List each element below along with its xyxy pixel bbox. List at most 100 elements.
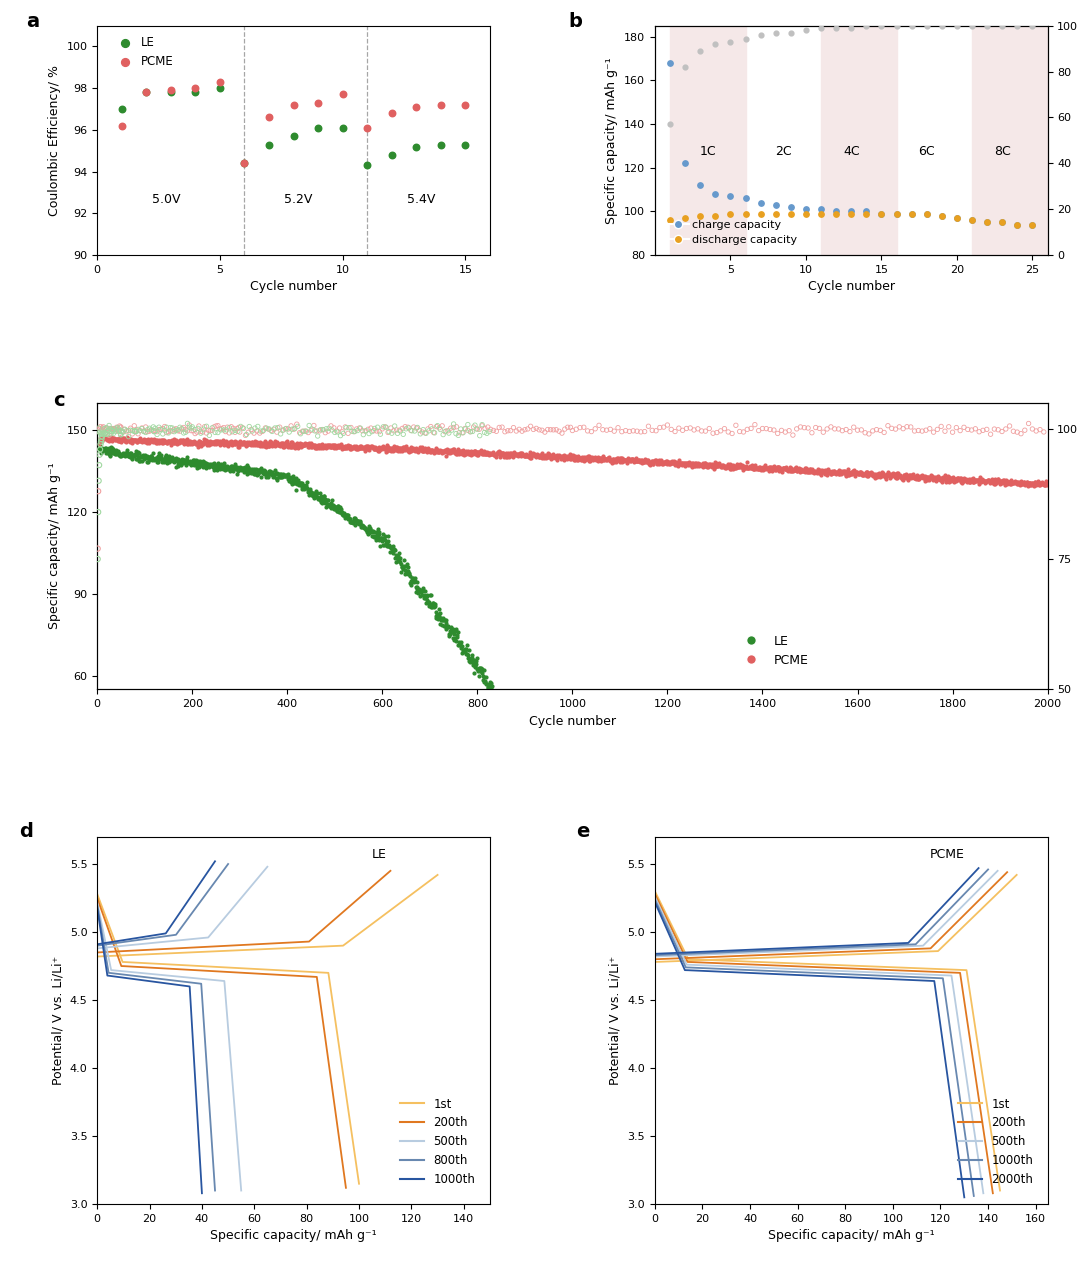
- Point: [869, 466, 887, 487]
- Point: [403, 441, 420, 461]
- Point: [122, 447, 139, 468]
- Point: [104, 420, 121, 441]
- Point: [490, 418, 508, 438]
- Point: [160, 423, 177, 443]
- Point: [940, 416, 957, 437]
- Point: [312, 492, 329, 512]
- Point: [465, 441, 483, 461]
- Point: [198, 416, 215, 437]
- Point: [522, 447, 539, 468]
- LE: [113, 99, 131, 119]
- Point: [293, 436, 310, 456]
- Point: [445, 438, 462, 459]
- Point: [771, 457, 788, 478]
- Point: [855, 464, 873, 484]
- Point: [103, 427, 120, 447]
- Point: [712, 455, 729, 475]
- Point: [116, 445, 133, 465]
- Point: [130, 430, 147, 451]
- Point: [215, 456, 232, 477]
- Point: [187, 434, 204, 455]
- Point: [388, 441, 405, 461]
- Point: [332, 425, 349, 446]
- Point: [274, 465, 292, 485]
- Point: [175, 430, 192, 451]
- Point: [160, 432, 177, 452]
- Point: [262, 434, 280, 455]
- Point: [845, 416, 862, 437]
- Point: [399, 561, 416, 582]
- Point: [906, 468, 923, 488]
- Point: [659, 453, 676, 474]
- Point: [309, 437, 326, 457]
- Point: [754, 460, 771, 480]
- Point: [564, 447, 581, 468]
- Point: [483, 445, 500, 465]
- Point: [299, 434, 316, 455]
- Point: [955, 470, 972, 491]
- Point: [426, 594, 443, 615]
- Point: [920, 468, 937, 488]
- Point: [410, 420, 428, 441]
- Point: [580, 446, 597, 466]
- Point: [282, 471, 299, 492]
- Point: [505, 442, 523, 462]
- Point: [390, 439, 407, 460]
- Point: [212, 434, 229, 455]
- Point: [112, 424, 130, 445]
- Point: [734, 456, 752, 477]
- Point: [686, 455, 703, 475]
- Point: [459, 647, 476, 667]
- Point: [821, 462, 838, 483]
- Point: [488, 445, 505, 465]
- Point: [542, 447, 559, 468]
- Point: [414, 585, 431, 606]
- PCME: [187, 78, 204, 99]
- Point: [472, 442, 489, 462]
- LE: [260, 135, 278, 155]
- Point: [457, 442, 474, 462]
- Point: [531, 445, 549, 465]
- Point: [420, 420, 437, 441]
- Point: [165, 432, 183, 452]
- Point: [264, 462, 281, 483]
- Point: [235, 434, 253, 455]
- Point: [816, 460, 834, 480]
- Point: [416, 441, 433, 461]
- Point: [346, 438, 363, 459]
- Point: [378, 442, 395, 462]
- Point: [339, 437, 356, 457]
- Point: [89, 433, 106, 453]
- Point: [93, 430, 110, 451]
- Point: [524, 445, 541, 465]
- Point: [517, 445, 535, 465]
- Point: [286, 471, 303, 492]
- Point: [198, 430, 215, 451]
- Point: [326, 423, 343, 443]
- Point: [1007, 473, 1024, 493]
- Point: [184, 432, 201, 452]
- Point: [801, 461, 819, 482]
- Point: [417, 592, 434, 612]
- Point: [563, 448, 580, 469]
- Point: [482, 443, 499, 464]
- Point: [247, 434, 265, 455]
- Point: [1015, 474, 1032, 494]
- Point: [542, 419, 559, 439]
- Point: [339, 434, 356, 455]
- Point: [568, 447, 585, 468]
- Point: [907, 465, 924, 485]
- Point: [117, 430, 134, 451]
- Point: [550, 446, 567, 466]
- Point: [286, 438, 303, 459]
- Point: [654, 452, 672, 473]
- Point: [1022, 473, 1039, 493]
- Point: [324, 436, 341, 456]
- Point: [316, 488, 334, 509]
- Point: [315, 487, 333, 507]
- Point: [328, 501, 346, 521]
- Point: [348, 437, 365, 457]
- Point: [449, 626, 467, 647]
- Point: [953, 473, 970, 493]
- Point: [93, 427, 110, 447]
